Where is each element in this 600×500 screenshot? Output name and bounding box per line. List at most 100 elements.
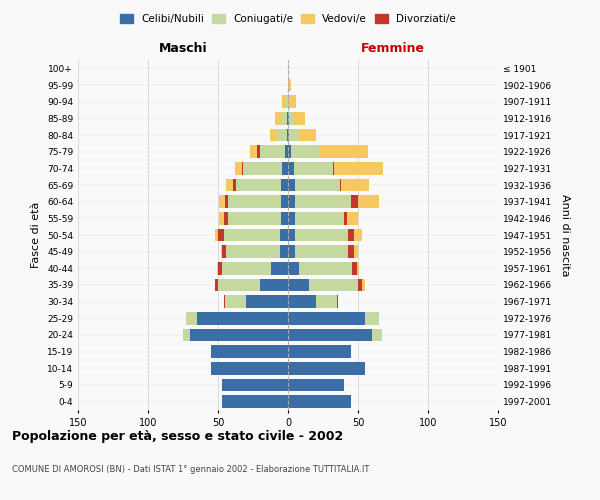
Bar: [334, 162, 383, 174]
Bar: [221, 246, 222, 258]
Bar: [283, 96, 285, 108]
Bar: [275, 112, 281, 124]
Bar: [215, 279, 218, 291]
Bar: [190, 329, 288, 341]
Bar: [299, 129, 316, 141]
Bar: [224, 296, 225, 308]
Bar: [356, 262, 359, 274]
Bar: [344, 212, 347, 224]
Bar: [197, 312, 288, 324]
Bar: [281, 196, 288, 208]
Bar: [222, 379, 288, 391]
Bar: [246, 296, 288, 308]
Bar: [333, 162, 334, 174]
Bar: [289, 129, 299, 141]
Bar: [340, 179, 341, 192]
Bar: [228, 212, 281, 224]
Bar: [288, 362, 365, 374]
Y-axis label: Anni di nascita: Anni di nascita: [560, 194, 571, 276]
Bar: [288, 162, 293, 174]
Bar: [295, 212, 344, 224]
Bar: [228, 196, 281, 208]
Bar: [271, 262, 288, 274]
Bar: [260, 146, 285, 158]
Bar: [288, 379, 344, 391]
Bar: [285, 96, 288, 108]
Bar: [283, 162, 288, 174]
Bar: [288, 229, 295, 241]
Bar: [352, 262, 356, 274]
Bar: [295, 229, 348, 241]
Bar: [351, 196, 358, 208]
Bar: [280, 246, 288, 258]
Bar: [288, 146, 291, 158]
Bar: [295, 196, 351, 208]
Bar: [316, 296, 337, 308]
Bar: [222, 396, 288, 408]
Bar: [288, 96, 289, 108]
Bar: [218, 262, 222, 274]
Bar: [288, 129, 289, 141]
Bar: [348, 229, 354, 241]
Bar: [218, 229, 224, 241]
Bar: [250, 146, 257, 158]
Bar: [222, 262, 271, 274]
Bar: [218, 279, 260, 291]
Bar: [347, 212, 358, 224]
Bar: [354, 229, 362, 241]
Bar: [362, 279, 365, 291]
Bar: [299, 262, 352, 274]
Bar: [288, 246, 295, 258]
Bar: [293, 112, 305, 124]
Bar: [288, 346, 351, 358]
Bar: [309, 279, 358, 291]
Bar: [277, 129, 287, 141]
Bar: [186, 312, 197, 324]
Bar: [236, 179, 281, 192]
Text: Femmine: Femmine: [361, 42, 425, 55]
Bar: [288, 312, 365, 324]
Bar: [288, 79, 291, 92]
Bar: [217, 262, 218, 274]
Bar: [288, 396, 351, 408]
Text: COMUNE DI AMOROSI (BN) - Dati ISTAT 1° gennaio 2002 - Elaborazione TUTTITALIA.IT: COMUNE DI AMOROSI (BN) - Dati ISTAT 1° g…: [12, 465, 370, 474]
Bar: [288, 112, 289, 124]
Bar: [289, 112, 293, 124]
Bar: [225, 196, 228, 208]
Bar: [270, 129, 277, 141]
Bar: [337, 296, 338, 308]
Bar: [226, 179, 233, 192]
Bar: [287, 112, 288, 124]
Bar: [291, 146, 319, 158]
Bar: [243, 162, 283, 174]
Bar: [260, 279, 288, 291]
Bar: [224, 212, 228, 224]
Bar: [348, 246, 354, 258]
Bar: [288, 179, 295, 192]
Bar: [288, 196, 295, 208]
Bar: [224, 229, 280, 241]
Bar: [220, 196, 225, 208]
Bar: [288, 296, 316, 308]
Bar: [341, 179, 369, 192]
Bar: [358, 279, 362, 291]
Legend: Celibi/Nubili, Coniugati/e, Vedovi/e, Divorziati/e: Celibi/Nubili, Coniugati/e, Vedovi/e, Di…: [116, 10, 460, 29]
Bar: [319, 146, 368, 158]
Bar: [365, 312, 379, 324]
Bar: [280, 229, 288, 241]
Bar: [289, 96, 296, 108]
Text: Maschi: Maschi: [158, 42, 208, 55]
Bar: [233, 179, 236, 192]
Bar: [242, 162, 243, 174]
Bar: [358, 196, 379, 208]
Bar: [288, 212, 295, 224]
Bar: [281, 112, 287, 124]
Bar: [295, 179, 340, 192]
Bar: [220, 212, 224, 224]
Bar: [287, 129, 288, 141]
Bar: [235, 162, 242, 174]
Y-axis label: Fasce di età: Fasce di età: [31, 202, 41, 268]
Bar: [183, 329, 190, 341]
Bar: [215, 229, 218, 241]
Bar: [225, 296, 246, 308]
